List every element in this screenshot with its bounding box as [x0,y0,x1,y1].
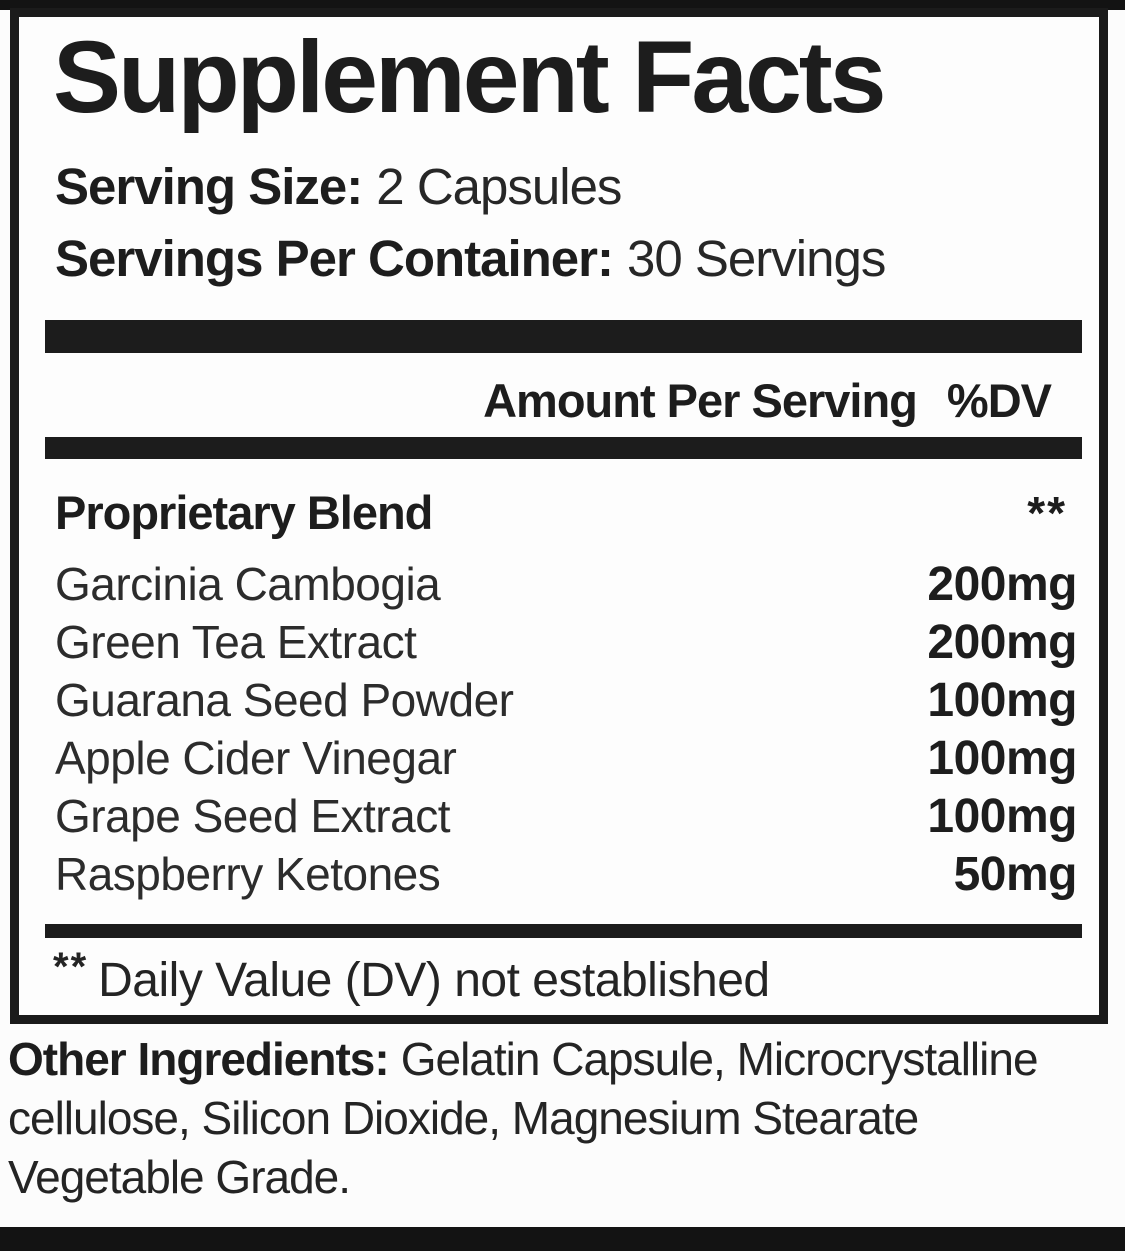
other-ingredients-label: Other Ingredients: [8,1033,390,1085]
ingredient-name: Raspberry Ketones [55,848,441,900]
serving-size-line: Serving Size: 2 Capsules [55,157,622,216]
ingredient-row: Grape Seed Extract 100mg [55,787,1077,845]
proprietary-blend-row: Proprietary Blend ** [55,485,1067,540]
ingredient-name: Green Tea Extract [55,616,417,668]
other-ingredients-line1: Gelatin Capsule, Microcrystalline [400,1033,1039,1085]
ingredient-name: Grape Seed Extract [55,790,450,842]
ingredient-name: Apple Cider Vinegar [55,732,457,784]
top-black-strip [0,0,1125,10]
percent-dv-header: %DV [946,374,1052,427]
servings-per-container-line: Servings Per Container: 30 Servings [55,229,886,288]
other-ingredients-paragraph: Other Ingredients: Gelatin Capsule, Micro… [8,1030,1120,1207]
ingredient-list: Garcinia Cambogia 200mg Green Tea Extrac… [55,555,1078,903]
ingredient-row: Guarana Seed Powder 100mg [55,671,1077,729]
ingredient-amount: 100mg [927,789,1077,843]
column-header-row: Amount Per Serving %DV [483,373,1052,428]
ingredient-row: Green Tea Extract 200mg [55,613,1077,671]
proprietary-blend-dv: ** [1027,487,1067,539]
servings-per-container-label: Servings Per Container: [55,230,614,287]
footnote-asterisks: ** [53,945,89,989]
divider-thick-bottom [45,924,1082,938]
ingredient-amount: 100mg [927,731,1077,785]
other-ingredients-line2: cellulose, Silicon Dioxide, Magnesium St… [8,1092,919,1144]
footnote-text: Daily Value (DV) not established [98,954,770,1007]
amount-per-serving-header: Amount Per Serving [483,374,918,427]
other-ingredients-line3: Vegetable Grade. [8,1151,351,1203]
ingredient-amount: 100mg [927,673,1077,727]
ingredient-row: Apple Cider Vinegar 100mg [55,729,1077,787]
ingredient-name: Guarana Seed Powder [55,674,514,726]
ingredient-amount: 200mg [927,557,1077,611]
ingredient-name: Garcinia Cambogia [55,558,441,610]
serving-size-value: 2 Capsules [376,158,622,215]
servings-per-container-value: 30 Servings [627,230,886,287]
bottom-black-strip [0,1227,1125,1251]
divider-thick-top [45,320,1082,353]
ingredient-row: Garcinia Cambogia 200mg [55,555,1077,613]
ingredient-row: Raspberry Ketones 50mg [55,845,1078,903]
serving-size-label: Serving Size: [55,158,363,215]
proprietary-blend-name: Proprietary Blend [55,486,433,539]
panel-title: Supplement Facts [53,20,887,134]
daily-value-footnote: ** Daily Value (DV) not established [53,945,770,1008]
ingredient-amount: 200mg [927,615,1077,669]
supplement-facts-panel: Supplement Facts Serving Size: 2 Capsules… [10,8,1108,1024]
ingredient-amount: 50mg [953,847,1078,901]
divider-thick-middle [45,437,1082,459]
